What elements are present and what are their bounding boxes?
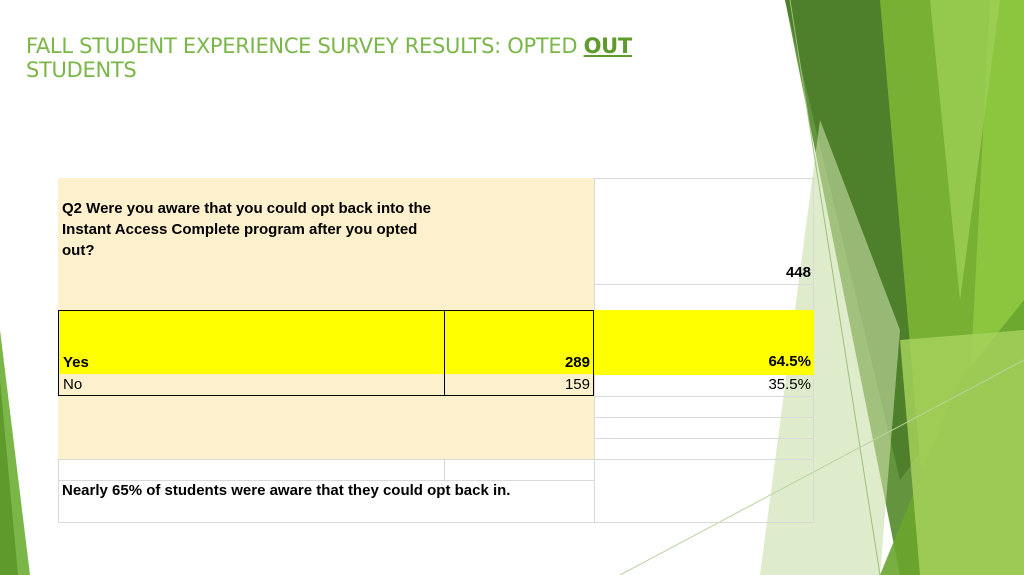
yes-label-cell: Yes — [58, 310, 445, 375]
grid-line — [594, 438, 814, 439]
no-percent: 35.5% — [768, 376, 811, 393]
survey-results-table: Q2 Were you aware that you could opt bac… — [58, 178, 814, 523]
no-label-cell: No — [58, 374, 445, 396]
grid-line — [58, 459, 814, 460]
title-prefix: FALL STUDENT EXPERIENCE SURVEY RESULTS: … — [26, 34, 584, 58]
grid-line — [594, 284, 814, 285]
question-text: Q2 Were you aware that you could opt bac… — [62, 200, 431, 259]
empty-beige-block — [58, 396, 594, 459]
question-cell: Q2 Were you aware that you could opt bac… — [58, 178, 594, 310]
yes-percent-cell: 64.5% — [594, 310, 814, 375]
total-responses: 448 — [594, 262, 811, 283]
total-value: 448 — [785, 264, 811, 281]
yes-count: 289 — [564, 354, 590, 371]
yes-percent: 64.5% — [768, 353, 811, 370]
no-label: No — [63, 376, 83, 393]
slide-title: FALL STUDENT EXPERIENCE SURVEY RESULTS: … — [26, 34, 786, 82]
grid-line — [594, 417, 814, 418]
yes-count-cell: 289 — [444, 310, 594, 375]
grid-line — [58, 480, 594, 481]
grid-line — [594, 178, 814, 179]
grid-line — [444, 459, 445, 481]
title-suffix: STUDENTS — [26, 58, 137, 82]
conclusion-text: Nearly 65% of students were aware that t… — [62, 482, 511, 499]
grid-line — [58, 522, 814, 523]
title-emphasis: OUT — [583, 34, 633, 58]
grid-line — [594, 396, 814, 397]
grid-line — [58, 459, 59, 523]
yes-label: Yes — [63, 354, 89, 371]
no-percent-cell: 35.5% — [594, 374, 814, 396]
conclusion-cell: Nearly 65% of students were aware that t… — [58, 480, 594, 522]
no-count-cell: 159 — [444, 374, 594, 396]
no-count: 159 — [564, 376, 590, 393]
